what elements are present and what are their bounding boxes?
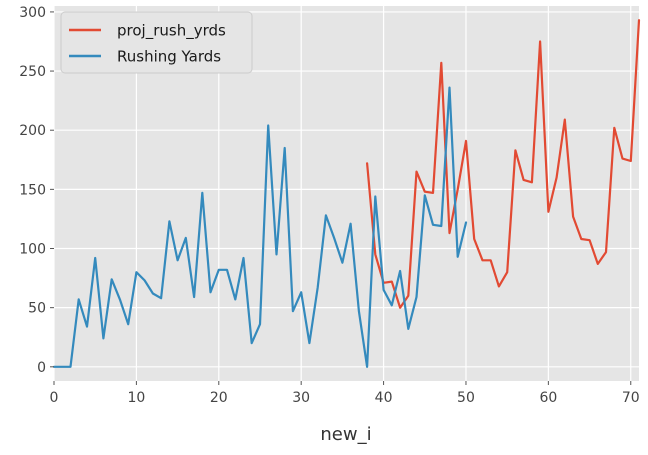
x-tick-label: 60: [539, 390, 557, 406]
x-tick-label: 20: [210, 390, 228, 406]
y-tick-label: 50: [28, 301, 46, 317]
x-tick-label: 70: [622, 390, 640, 406]
x-tick-label: 50: [457, 390, 475, 406]
x-axis-ticks: 0 10 20 30 40 50 60 70: [50, 381, 640, 406]
x-tick-label: 0: [50, 390, 59, 406]
y-tick-label: 0: [37, 360, 46, 376]
series-lines: [52, 19, 641, 368]
x-tick-label: 40: [375, 390, 393, 406]
legend: proj_rush_yrds Rushing Yards: [60, 11, 253, 74]
x-axis-title: new_i: [320, 424, 371, 445]
legend-label-proj-rush-yrds: proj_rush_yrds: [117, 22, 226, 41]
x-tick-label: 30: [292, 390, 310, 406]
x-tick-label: 10: [127, 390, 145, 406]
series-line-proj-rush-yrds: [366, 19, 641, 309]
y-tick-label: 250: [19, 64, 46, 80]
legend-label-rushing-yards: Rushing Yards: [117, 48, 221, 66]
y-axis-ticks: 0 50 100 150 200 250 300: [19, 5, 54, 376]
series-line-rushing-yards: [52, 86, 468, 368]
legend-box: [60, 11, 253, 74]
y-tick-label: 150: [19, 182, 46, 198]
y-tick-label: 200: [19, 123, 46, 139]
y-tick-label: 100: [19, 242, 46, 258]
y-tick-label: 300: [19, 5, 46, 21]
